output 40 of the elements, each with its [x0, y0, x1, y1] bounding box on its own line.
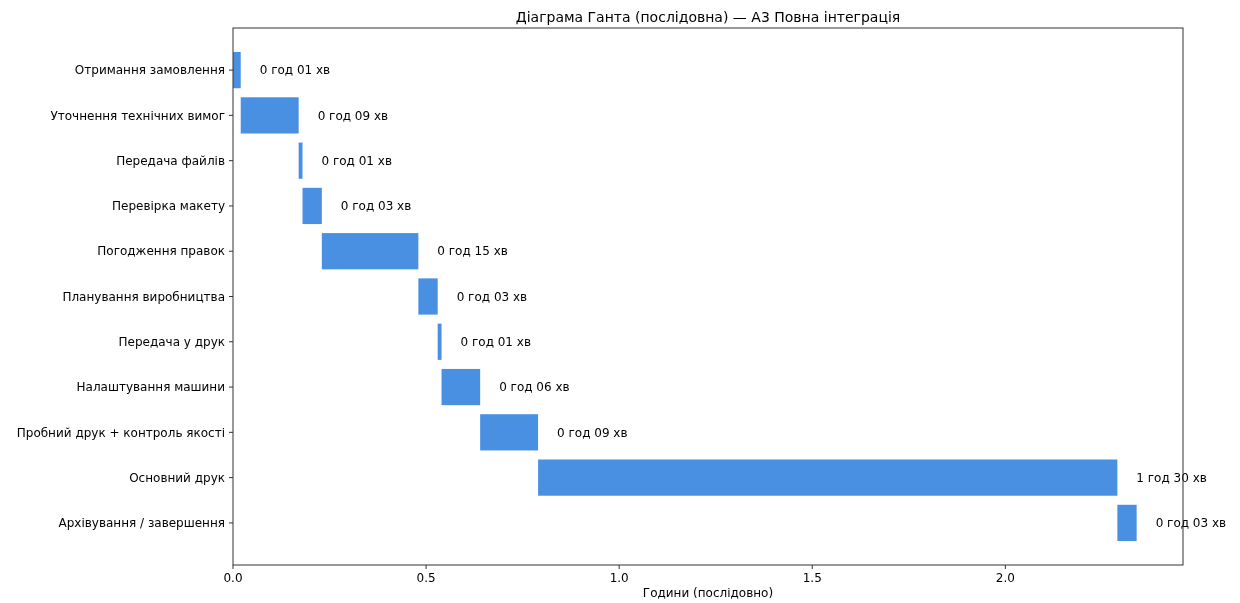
x-tick-label: 2.0 [995, 571, 1015, 585]
bar [480, 414, 539, 451]
bar [240, 97, 299, 134]
bar [302, 187, 322, 225]
data-label: 0 год 03 хв [340, 199, 412, 214]
chart-title: Діаграма Ганта (послідовна) — A3 Повна інтеграція [515, 9, 901, 25]
data-label: 0 год 15 хв [437, 244, 508, 259]
x-tick-label: 1.5 [802, 571, 822, 585]
data-label: 0 год 09 хв [557, 425, 628, 440]
bar [441, 368, 481, 406]
bar [1117, 504, 1137, 541]
x-axis-title: Години (послідовно) [642, 586, 774, 600]
y-tick-label: Передача у друк [118, 334, 225, 349]
bar [538, 459, 1118, 496]
y-tick-label: Планування виробництва [62, 289, 225, 304]
data-label: 0 год 01 хв [259, 63, 331, 78]
data-label: 0 год 09 хв [317, 108, 389, 123]
data-label: 0 год 03 хв [456, 289, 528, 304]
y-tick-label: Основний друк [129, 470, 225, 485]
y-tick-label: Уточнення технічних вимог [50, 108, 225, 123]
data-label: 0 год 03 хв [1155, 516, 1227, 531]
y-tick-label: Архівування / завершення [58, 516, 225, 531]
bar [233, 52, 241, 89]
x-tick-label: 0.0 [223, 571, 243, 585]
bar [437, 323, 442, 360]
bar [321, 233, 419, 270]
bar [418, 278, 438, 315]
data-label: 0 год 01 хв [460, 334, 532, 349]
x-tick-label: 0.5 [416, 571, 436, 585]
y-tick-label: Налаштування машини [76, 380, 225, 395]
y-tick-label: Погодження правок [97, 244, 225, 259]
bar [298, 142, 303, 179]
y-tick-label: Отримання замовлення [74, 63, 225, 78]
y-tick-label: Передача файлів [116, 153, 225, 168]
data-label: 0 год 01 хв [321, 153, 392, 168]
y-tick-label: Пробний друк + контроль якості [16, 425, 225, 440]
y-tick-label: Перевірка макету [112, 199, 225, 214]
data-label: 1 год 30 хв [1136, 470, 1207, 485]
x-tick-label: 1.0 [609, 571, 629, 585]
data-label: 0 год 06 хв [499, 380, 570, 395]
